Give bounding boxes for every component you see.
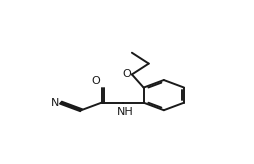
Text: N: N [51, 98, 59, 108]
Text: O: O [122, 69, 131, 79]
Text: O: O [91, 76, 100, 86]
Text: NH: NH [117, 107, 133, 117]
